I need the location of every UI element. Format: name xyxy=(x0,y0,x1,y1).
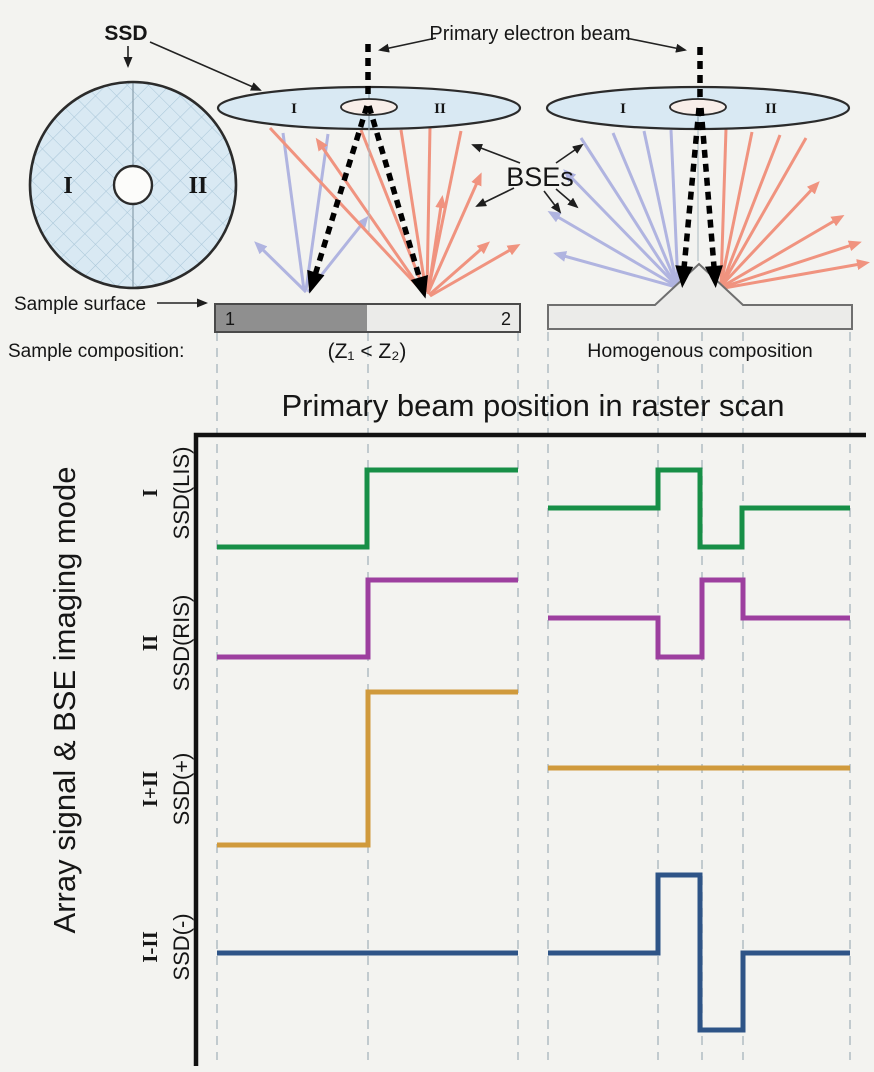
row-labels: I SSD(LIS) II SSD(RIS) I+II SSD(+) I-II … xyxy=(138,447,194,981)
row-2-mode: SSD(RIS) xyxy=(169,595,194,692)
signal-trace-layer xyxy=(217,467,850,1033)
tilted-right-half-II: II xyxy=(765,101,777,117)
bses-arrow-up-right xyxy=(555,143,584,164)
bses-arrow-up-left xyxy=(471,144,521,164)
trace-SSD(RIS) xyxy=(548,577,850,660)
ssd-label: SSD xyxy=(104,22,147,45)
right-composition-label: Homogenous composition xyxy=(587,340,812,362)
left-composition-label: (Z₁ < Z₂) xyxy=(328,340,407,363)
row-4-mode: SSD(-) xyxy=(169,913,194,980)
bse-rays-red xyxy=(268,126,521,298)
chart-title: Primary beam position in raster scan xyxy=(281,388,784,423)
trace-SSD(RIS) xyxy=(217,577,518,660)
row-1-id: I xyxy=(138,489,162,497)
bses-arrow-down-right xyxy=(555,188,579,209)
detector-half-II-label: II xyxy=(189,173,208,199)
row-3-mode: SSD(+) xyxy=(169,753,194,826)
ssd-arrow-to-ellipse xyxy=(149,41,262,91)
region-2-label: 2 xyxy=(501,309,511,329)
primary-beam-left xyxy=(307,44,428,299)
tilted-left-half-II: II xyxy=(434,101,446,117)
primary-beam-label: Primary electron beam xyxy=(429,23,630,45)
sample-composition-label: Sample composition: xyxy=(8,341,184,362)
detector-half-I-label: I xyxy=(63,173,72,199)
trace-SSD(-) xyxy=(548,872,850,1033)
bse-rays-red xyxy=(719,128,870,290)
bses-arrow-down-mid xyxy=(543,190,562,214)
bses-label: BSEs xyxy=(506,162,574,192)
beam-arrow-left xyxy=(378,37,437,53)
y-axis-label: Array signal & BSE imaging mode xyxy=(47,467,82,934)
sample-bar-left: 1 2 xyxy=(214,303,521,333)
trace-SSD(LIS) xyxy=(217,467,518,550)
row-4-id: I-II xyxy=(138,931,162,963)
tilted-right-half-I: I xyxy=(620,101,626,117)
row-2-id: II xyxy=(138,635,162,651)
region-1-label: 1 xyxy=(225,309,235,329)
detector-center-hole xyxy=(112,164,154,206)
row-1-mode: SSD(LIS) xyxy=(169,447,194,540)
bse-rays-right-diagram xyxy=(547,128,870,290)
bse-rays-blue xyxy=(547,129,680,289)
sample-surface-label: Sample surface xyxy=(14,294,146,315)
primary-beam-right xyxy=(675,47,723,288)
chart-axes xyxy=(193,432,866,1066)
trace-SSD(LIS) xyxy=(548,467,850,550)
bse-rays-left-diagram xyxy=(254,126,521,298)
tilted-left-half-I: I xyxy=(291,101,297,117)
row-3-id: I+II xyxy=(138,771,162,807)
beam-arrow-right xyxy=(625,37,687,53)
trace-SSD(+) xyxy=(217,689,518,848)
ssd-detector-face-view: I II xyxy=(28,80,238,290)
annotation-arrows xyxy=(123,37,687,308)
bses-arrow-down-left xyxy=(475,187,515,207)
